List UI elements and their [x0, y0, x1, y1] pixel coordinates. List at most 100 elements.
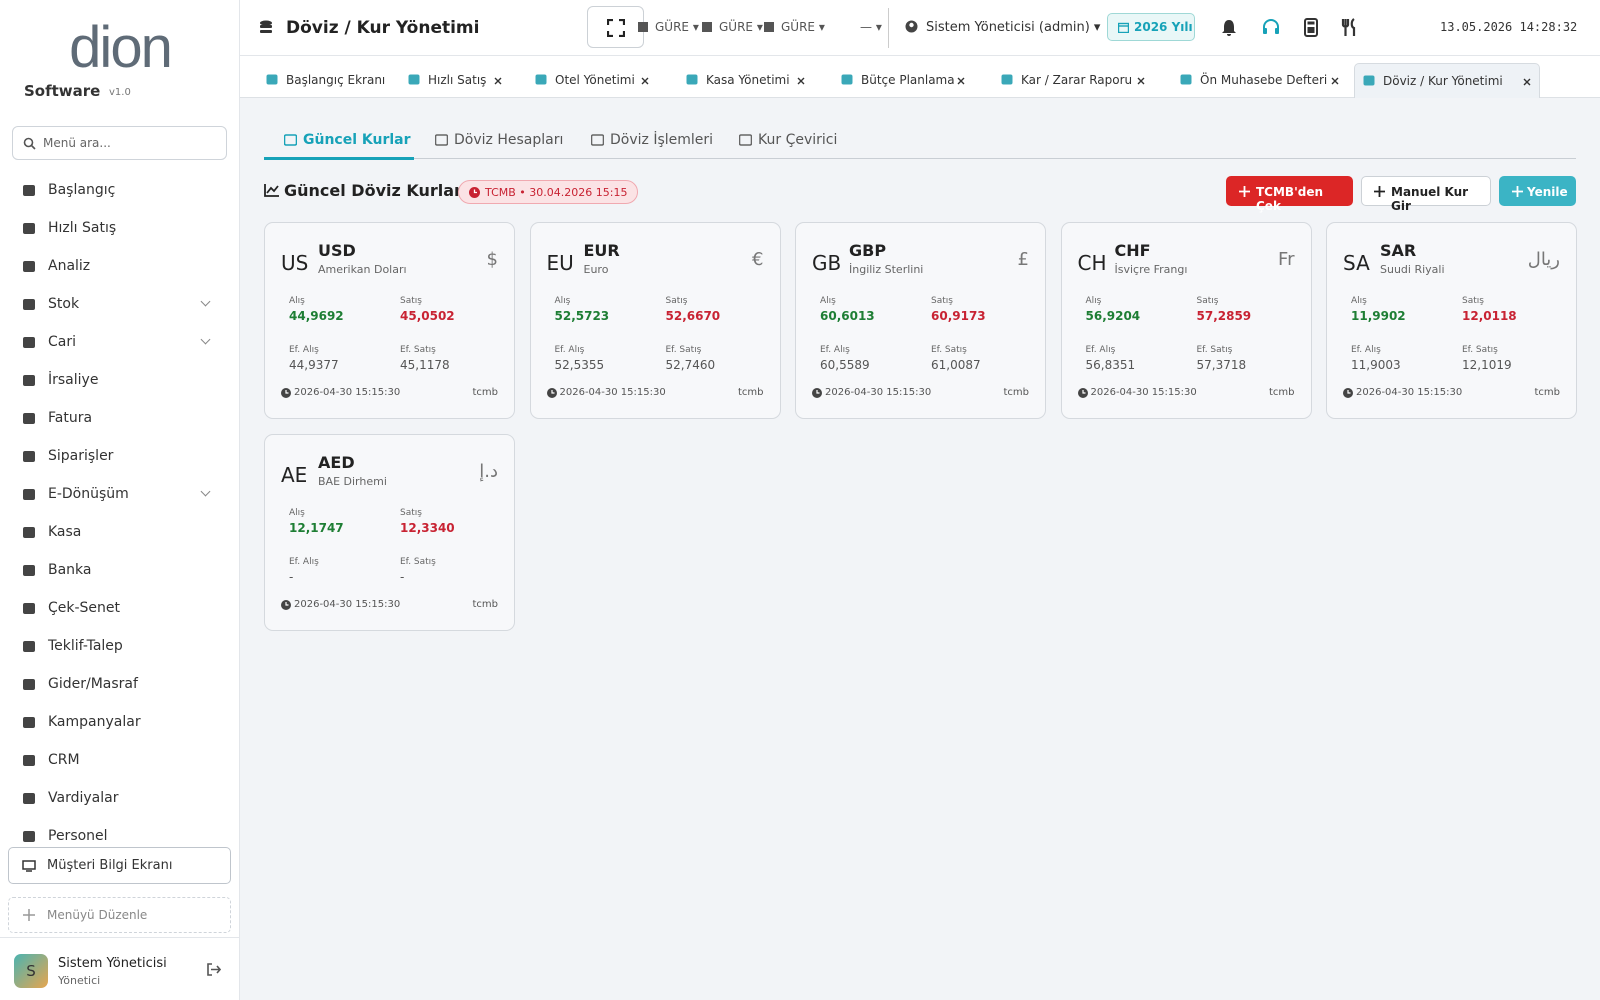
tab-close	[797, 77, 805, 85]
calculator-icon[interactable]	[1304, 18, 1318, 37]
menu-icon	[23, 565, 35, 576]
currency-symbol: ريال	[1527, 249, 1560, 270]
menu-item[interactable]: Çek-Senet	[0, 590, 239, 627]
ef-sell-label: Ef. Satış	[1196, 345, 1233, 355]
menu-label: Kasa	[48, 524, 82, 540]
button-icon	[1239, 186, 1250, 197]
chart-icon	[264, 184, 279, 197]
tab[interactable]: Hızlı Satış	[400, 63, 510, 98]
edit-menu-button[interactable]: Menüyü Düzenle	[8, 897, 231, 933]
menu-icon	[23, 413, 35, 424]
source: tcmb	[472, 599, 498, 610]
tab[interactable]: Döviz / Kur Yönetimi	[1354, 63, 1540, 98]
rate-card: EU EUR Euro € Alış 52,5723 Satış 52,6670 Ef. Alı…	[529, 222, 781, 419]
tab-icon	[1001, 74, 1013, 85]
avatar: S	[14, 954, 48, 988]
tab[interactable]: Kar / Zarar Raporu	[993, 63, 1153, 98]
selector[interactable]: GÜRE ▾	[638, 20, 699, 34]
chevron	[200, 486, 211, 497]
flag-code: US	[281, 251, 309, 275]
rate-card: SA SAR Suudi Riyali ريال Alış 11,9902 Satış 12,…	[1326, 222, 1577, 419]
source: tcmb	[1268, 387, 1295, 398]
button-label: Manuel Kur Gir	[1391, 185, 1469, 213]
menu-item[interactable]: Başlangıç	[0, 172, 239, 209]
sub-tab[interactable]: Döviz Hesapları	[435, 132, 563, 148]
selector[interactable]: — ▾	[860, 20, 882, 34]
menu-item[interactable]: Analiz	[0, 248, 239, 285]
tab-close	[1137, 77, 1145, 85]
currency-code: USD	[318, 241, 356, 260]
customer-screen-button[interactable]: Müşteri Bilgi Ekranı	[8, 847, 231, 884]
user-menu[interactable]: Sistem Yöneticisi (admin) ▾	[926, 20, 1101, 35]
menu-item[interactable]: İrsaliye	[0, 362, 239, 399]
tab-icon	[535, 74, 547, 85]
user-icon	[905, 20, 918, 33]
menu-item[interactable]: Gider/Masraf	[0, 666, 239, 703]
sell-label: Satış	[931, 296, 953, 306]
source: tcmb	[737, 387, 764, 398]
currency-name: İsviçre Frangı	[1114, 263, 1188, 276]
menu-icon	[23, 185, 35, 196]
update-date: 2026-04-30 15:15:30	[1356, 387, 1463, 398]
menu-item[interactable]: Cari	[0, 324, 239, 361]
action-button[interactable]: Manuel Kur Gir	[1361, 176, 1491, 213]
button-label: TCMB'den Çek	[1256, 185, 1324, 213]
tab[interactable]: Otel Yönetimi	[527, 63, 657, 98]
source: tcmb	[1534, 387, 1560, 398]
tab[interactable]: Ön Muhasebe Defteri	[1172, 63, 1347, 98]
ef-sell-label: Ef. Satış	[400, 345, 436, 355]
sell-value: 12,0118	[1462, 309, 1517, 323]
tab[interactable]: Başlangıç Ekranı	[258, 63, 388, 98]
selector[interactable]: GÜRE ▾	[702, 20, 763, 34]
menu-item[interactable]: Siparişler	[0, 438, 239, 475]
source-badge: TCMB • 30.04.2026 15:15	[458, 180, 639, 204]
ef-buy-value: 60,5589	[820, 358, 870, 372]
menu-item[interactable]: Vardiyalar	[0, 780, 239, 817]
restaurant-icon[interactable]	[1341, 18, 1359, 37]
menu-item[interactable]: Fatura	[0, 400, 239, 437]
tab[interactable]: Bütçe Planlama	[833, 63, 973, 98]
tab-close	[957, 77, 965, 85]
menu-item[interactable]: Personel	[0, 818, 239, 842]
selector-icon	[702, 22, 712, 32]
menu-item[interactable]: Kampanyalar	[0, 704, 239, 741]
year-badge[interactable]: 2026 Yılı	[1107, 13, 1195, 41]
menu-item[interactable]: CRM	[0, 742, 239, 779]
logout-icon[interactable]	[207, 963, 221, 976]
user-role: Yönetici	[58, 974, 101, 987]
menu-item[interactable]: E-Dönüşüm	[0, 476, 239, 513]
ef-sell-label: Ef. Satış	[931, 345, 967, 355]
support-icon[interactable]	[1261, 18, 1281, 38]
menu-item[interactable]: Kasa	[0, 514, 239, 551]
menu-icon	[23, 793, 35, 804]
currency-name: Suudi Riyali	[1380, 263, 1445, 276]
logo: dion	[69, 15, 173, 80]
fullscreen-button[interactable]	[587, 6, 644, 48]
sell-value: 57,2859	[1196, 309, 1252, 323]
sub-tab[interactable]: Kur Çevirici	[739, 132, 837, 148]
tab[interactable]: Kasa Yönetimi	[678, 63, 813, 98]
action-button[interactable]: Yenile	[1499, 176, 1576, 206]
ef-sell-value: 61,0087	[931, 358, 981, 372]
user-label: Sistem Yöneticisi (admin)	[926, 20, 1090, 35]
ef-buy-value: 44,9377	[289, 358, 339, 372]
sell-label: Satış	[665, 296, 688, 306]
rate-card: GB GBP İngiliz Sterlini £ Alış 60,6013 Satış 60…	[795, 222, 1046, 419]
selector[interactable]: GÜRE ▾	[764, 20, 825, 34]
currency-symbol: €	[752, 249, 764, 270]
update-date: 2026-04-30 15:15:30	[294, 599, 401, 610]
bell-icon[interactable]	[1221, 19, 1237, 37]
ef-sell-value: 45,1178	[400, 358, 450, 372]
selector-label: GÜRE	[719, 20, 754, 34]
label: Müşteri Bilgi Ekranı	[47, 858, 173, 873]
menu-item[interactable]: Teklif-Talep	[0, 628, 239, 665]
clock-icon	[812, 388, 822, 398]
menu-item[interactable]: Hızlı Satış	[0, 210, 239, 247]
menu-item[interactable]: Stok	[0, 286, 239, 323]
sub-tab[interactable]: Güncel Kurlar	[284, 132, 411, 148]
menu-search[interactable]: Menü ara...	[12, 126, 227, 160]
sub-tab[interactable]: Döviz İşlemleri	[591, 132, 713, 148]
ef-buy-label: Ef. Alış	[1085, 345, 1116, 355]
menu-item[interactable]: Banka	[0, 552, 239, 589]
action-button[interactable]: TCMB'den Çek	[1226, 176, 1353, 213]
